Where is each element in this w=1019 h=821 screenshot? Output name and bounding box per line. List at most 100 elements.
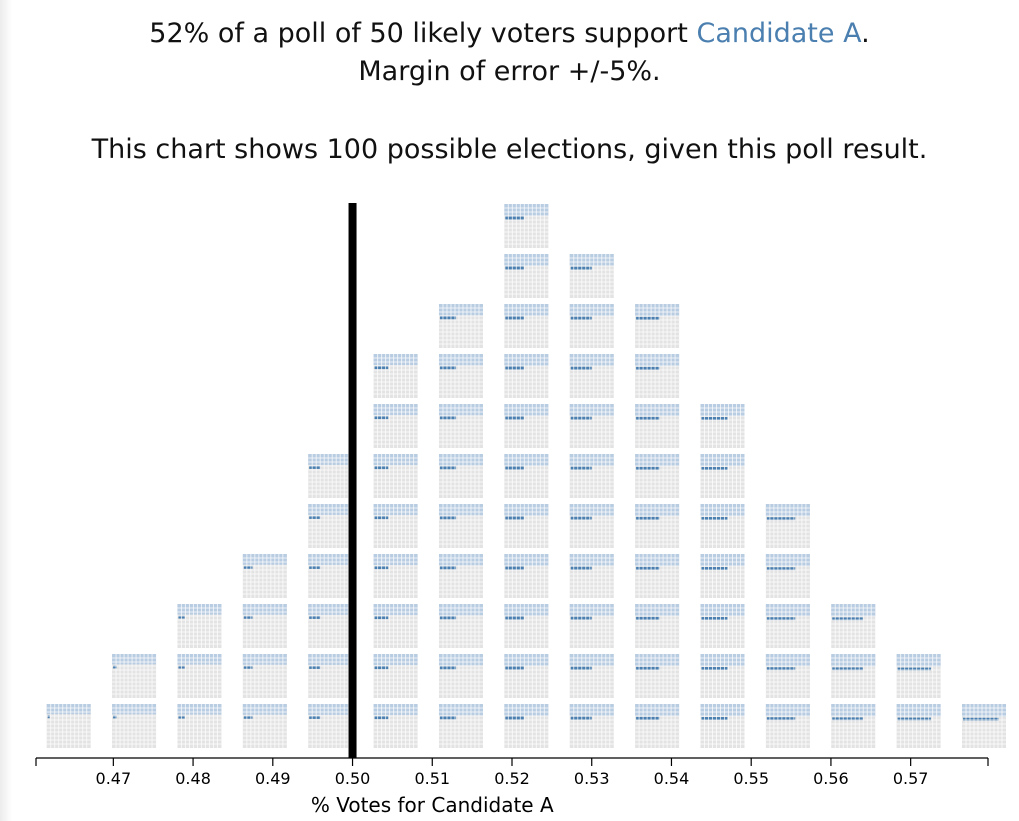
- election-cell: [373, 654, 418, 698]
- title-prefix: 52% of a poll of 50 likely voters suppor…: [149, 18, 697, 49]
- election-cell: [438, 304, 483, 348]
- title-line-1: 52% of a poll of 50 likely voters suppor…: [0, 18, 1019, 49]
- election-cell: [373, 554, 418, 598]
- election-cell: [177, 604, 222, 648]
- x-tick-label: 0.54: [654, 769, 690, 788]
- election-cell: [504, 654, 549, 698]
- election-cell: [700, 704, 745, 748]
- threshold-line: [348, 203, 357, 758]
- x-tick-label: 0.51: [414, 769, 450, 788]
- election-cell: [635, 654, 680, 698]
- election-cell: [438, 554, 483, 598]
- election-cell: [242, 554, 287, 598]
- election-cell: [700, 504, 745, 548]
- election-cell: [635, 404, 680, 448]
- election-cell: [308, 504, 353, 548]
- x-tick-label: 0.50: [335, 769, 371, 788]
- election-cell: [308, 454, 353, 498]
- election-cell: [373, 404, 418, 448]
- election-cell: [635, 354, 680, 398]
- election-cell: [373, 704, 418, 748]
- election-cell: [504, 604, 549, 648]
- election-cell: [635, 604, 680, 648]
- title-line-2-margin-of-error: Margin of error +/-5%.: [358, 56, 661, 87]
- election-cell: [700, 554, 745, 598]
- election-cell: [765, 504, 810, 548]
- election-cell: [504, 204, 549, 248]
- election-cell: [242, 654, 287, 698]
- election-cell: [438, 404, 483, 448]
- election-cell: [831, 654, 876, 698]
- election-cell: [504, 454, 549, 498]
- election-cell: [635, 504, 680, 548]
- election-cell: [177, 704, 222, 748]
- election-cell: [177, 654, 222, 698]
- election-cells: [46, 204, 1007, 748]
- x-tick-label: 0.55: [733, 769, 769, 788]
- election-cell: [896, 654, 941, 698]
- election-cell: [504, 504, 549, 548]
- candidate-name-highlight: Candidate A: [696, 18, 862, 49]
- election-cell: [569, 254, 614, 298]
- election-cell: [504, 304, 549, 348]
- election-cell: [373, 454, 418, 498]
- election-cell: [308, 654, 353, 698]
- x-tick-label: 0.52: [494, 769, 530, 788]
- election-cell: [569, 404, 614, 448]
- election-cell: [569, 454, 614, 498]
- election-cell: [569, 504, 614, 548]
- election-cell: [504, 704, 549, 748]
- election-cell: [504, 354, 549, 398]
- election-cell: [765, 554, 810, 598]
- election-cell: [373, 504, 418, 548]
- election-cell: [831, 704, 876, 748]
- election-cell: [438, 654, 483, 698]
- election-cell: [373, 604, 418, 648]
- left-edge-shadow: [0, 0, 12, 821]
- election-cell: [700, 404, 745, 448]
- election-cell: [438, 604, 483, 648]
- election-cell: [308, 554, 353, 598]
- x-tick-label: 0.49: [255, 769, 291, 788]
- x-tick-label: 0.47: [96, 769, 132, 788]
- election-cell: [438, 504, 483, 548]
- x-tick-label: 0.48: [175, 769, 211, 788]
- election-cell: [504, 554, 549, 598]
- election-cell: [831, 604, 876, 648]
- election-cell: [569, 654, 614, 698]
- election-cell: [569, 554, 614, 598]
- election-cell: [569, 354, 614, 398]
- election-cell: [438, 454, 483, 498]
- title-suffix: .: [861, 18, 870, 49]
- election-cell: [242, 604, 287, 648]
- election-cell: [765, 654, 810, 698]
- x-axis-label: % Votes for Candidate A: [311, 793, 554, 817]
- chart-subtitle: This chart shows 100 possible elections,…: [91, 134, 928, 165]
- election-cell: [962, 704, 1007, 748]
- election-cell: [700, 604, 745, 648]
- election-cell: [765, 604, 810, 648]
- election-cell: [308, 704, 353, 748]
- election-cell: [635, 554, 680, 598]
- x-tick-label: 0.53: [574, 769, 610, 788]
- election-cell: [635, 454, 680, 498]
- election-cell: [242, 704, 287, 748]
- election-cell: [635, 304, 680, 348]
- election-cell: [112, 704, 157, 748]
- election-cell: [504, 404, 549, 448]
- election-cell: [569, 604, 614, 648]
- election-cell: [438, 354, 483, 398]
- election-cell: [569, 704, 614, 748]
- election-cell: [373, 354, 418, 398]
- x-axis: 0.47 0.48 0.49 0.50 0.51 0.52 0.53 0.54 0.55 0.56…: [35, 757, 989, 788]
- election-cell: [308, 604, 353, 648]
- election-cell: [700, 654, 745, 698]
- election-cell: [700, 454, 745, 498]
- election-cell: [569, 304, 614, 348]
- election-cell: [112, 654, 157, 698]
- election-cell: [438, 704, 483, 748]
- x-tick-label: 0.57: [893, 769, 929, 788]
- election-cell: [765, 704, 810, 748]
- election-cell: [46, 704, 91, 748]
